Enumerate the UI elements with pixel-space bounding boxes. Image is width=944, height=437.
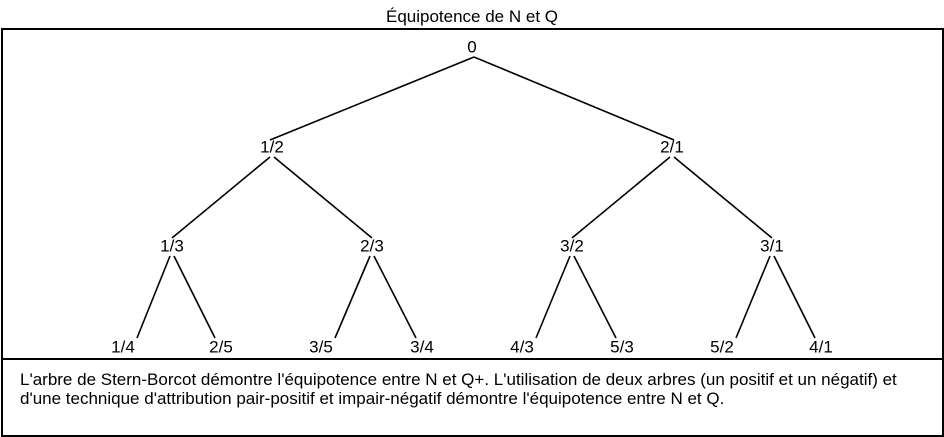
caption-divider [1, 358, 942, 360]
tree-node-label: 4/3 [510, 338, 534, 357]
tree-edge [269, 56, 475, 141]
tree-edge [473, 56, 675, 141]
tree-node-label: 5/2 [710, 338, 734, 357]
tree-edge [773, 255, 816, 339]
tree-node-label: 3/2 [560, 237, 584, 256]
tree-node-label: 1/2 [260, 138, 284, 157]
tree-edge [373, 255, 417, 339]
tree-node-label: 3/4 [410, 338, 434, 357]
tree-edge [535, 255, 571, 339]
tree-node-label: 2/1 [660, 138, 684, 157]
tree-node-label: 1/4 [111, 338, 135, 357]
tree-edge [334, 255, 371, 339]
tree-node-label: 2/5 [209, 338, 233, 357]
diagram-frame [1, 28, 944, 437]
tree-node-label: 5/3 [610, 338, 634, 357]
tree-edge [273, 156, 373, 239]
diagram-title: Équipotence de N et Q [385, 7, 558, 26]
tree-edge [173, 255, 216, 339]
tree-node-label: 2/3 [360, 237, 384, 256]
tree-edge [136, 255, 171, 339]
tree-node-label: 1/3 [160, 237, 184, 256]
tree-edge [735, 255, 771, 339]
tree-node-label: 3/1 [760, 237, 784, 256]
tree-edge [171, 156, 271, 239]
tree-edge [573, 255, 617, 339]
tree-node-label: 3/5 [309, 338, 333, 357]
tree-edge [571, 156, 671, 239]
caption-text: L'arbre de Stern-Borcot démontre l'équip… [20, 370, 897, 408]
tree-node-label: 0 [467, 38, 476, 57]
tree-edge [673, 156, 773, 239]
tree-node-label: 4/1 [809, 338, 833, 357]
